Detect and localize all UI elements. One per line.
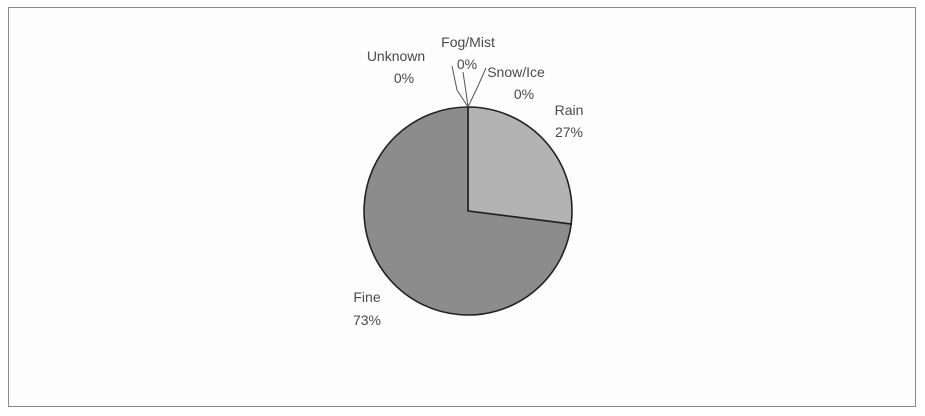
slice-value-fine: 73% [353,312,381,328]
leader-snow-ice [467,67,487,108]
slice-value-snow-ice: 0% [514,86,534,102]
slice-label-snow-ice: Snow/Ice [487,64,545,80]
slice-value-unknown: 0% [394,70,414,86]
leader-unknown [451,65,469,108]
pie-slice-rain [467,106,573,225]
leader-lines [451,65,487,108]
slice-value-rain: 27% [555,124,583,140]
slice-label-unknown: Unknown [367,48,425,64]
slice-label-fog-mist: Fog/Mist [441,34,495,50]
slice-value-fog-mist: 0% [457,56,477,72]
pie-slice-fine [363,106,573,316]
slice-label-rain: Rain [555,102,584,118]
pie-slices [363,106,573,316]
slice-label-fine: Fine [353,289,380,305]
leader-fog-mist [462,71,469,108]
